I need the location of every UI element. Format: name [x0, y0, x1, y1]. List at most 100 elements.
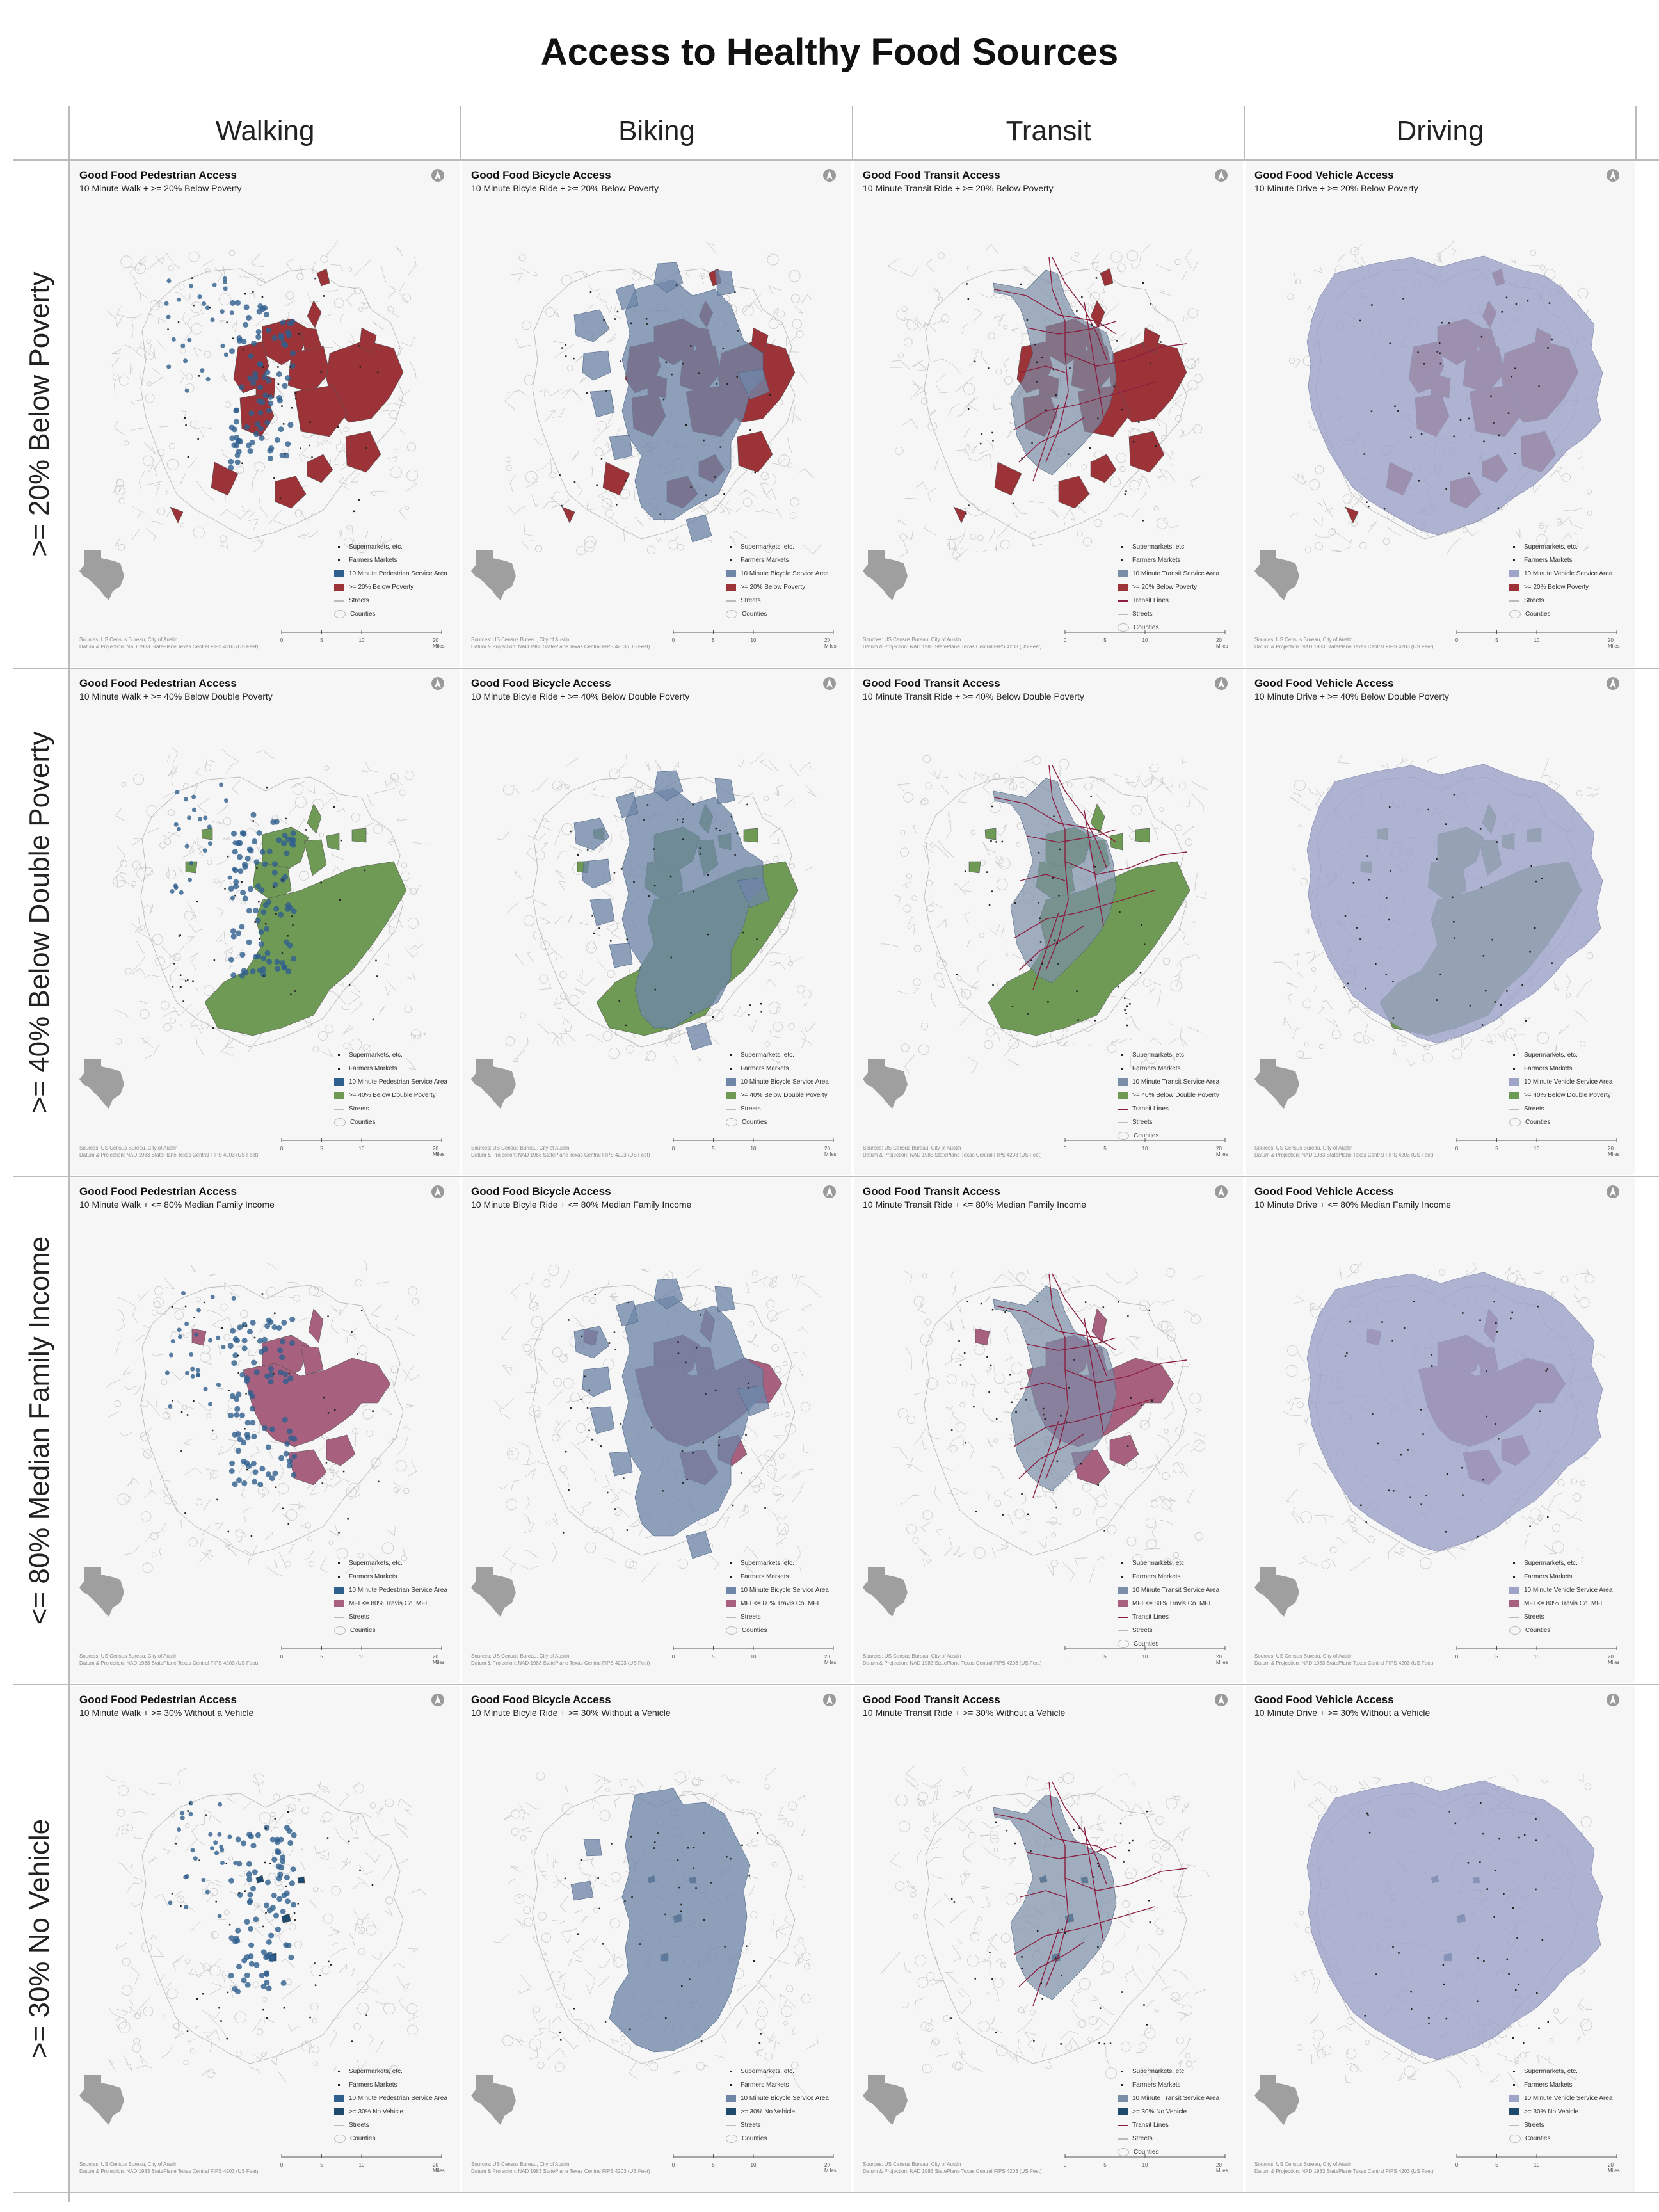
walk-service-area	[196, 1373, 201, 1378]
supermarket-marker	[1098, 1865, 1100, 1868]
north-arrow-icon	[431, 1185, 444, 1198]
supermarket-marker	[1459, 419, 1462, 421]
walk-service-area	[260, 1984, 267, 1989]
legend-swatch	[1118, 1132, 1129, 1140]
walk-service-area	[180, 343, 186, 348]
scale-bar	[1064, 1138, 1226, 1142]
walk-service-area	[246, 846, 253, 853]
legend-swatch	[334, 2095, 344, 2102]
legend-item: Supermarkets, etc.	[1118, 1557, 1220, 1570]
legend-item: Farmers Markets	[1118, 1062, 1220, 1075]
scale-tick-label: 20 Miles	[433, 2162, 445, 2174]
supermarket-marker	[598, 927, 600, 929]
walk-service-area	[266, 1317, 272, 1324]
supermarket-marker	[1490, 395, 1492, 397]
supermarket-marker	[193, 1400, 195, 1402]
walk-service-area	[242, 862, 248, 868]
demographic-area	[191, 1328, 207, 1346]
supermarket-marker	[309, 421, 311, 424]
legend-label: Counties	[1134, 2149, 1159, 2156]
panel-subtitle: 10 Minute Transit Ride + <= 80% Median F…	[863, 1199, 1087, 1210]
service-area-layer	[168, 1800, 297, 1995]
supermarket-marker	[1448, 322, 1450, 324]
supermarket-marker	[588, 1389, 590, 1391]
supermarket-marker	[1548, 302, 1551, 304]
walk-service-area	[191, 794, 196, 799]
map-panel: Good Food Bicycle Access 10 Minute Bicyle…	[462, 1686, 851, 2192]
supermarket-marker	[681, 1450, 684, 1452]
map-canvas	[1254, 169, 1619, 634]
supermarket-marker	[1392, 1017, 1395, 1019]
walk-service-area	[282, 1371, 289, 1377]
transit-line	[1018, 417, 1085, 463]
walk-service-area	[246, 939, 252, 945]
walk-service-area	[257, 1338, 263, 1344]
panel-subtitle: 10 Minute Drive + >= 40% Below Double Po…	[1254, 691, 1449, 701]
supermarket-marker	[1061, 1928, 1063, 1930]
legend-item: Counties	[726, 607, 828, 621]
walk-service-area	[233, 879, 239, 885]
column-header-biking: Biking	[618, 115, 695, 147]
supermarket-marker	[1030, 959, 1032, 961]
legend-label: 10 Minute Vehicle Service Area	[1524, 570, 1613, 577]
supermarket-marker	[1117, 986, 1119, 988]
panel-title: Good Food Transit Access	[863, 169, 1000, 181]
demographic-area	[975, 1328, 990, 1346]
panel-subtitle: 10 Minute Bicyle Ride + <= 80% Median Fa…	[471, 1199, 692, 1210]
walk-service-area	[277, 1347, 284, 1354]
walk-service-area	[278, 911, 284, 918]
walk-service-area	[210, 317, 215, 323]
supermarket-marker	[1482, 1832, 1484, 1835]
supermarket-marker	[607, 1491, 609, 1494]
supermarket-marker	[320, 881, 322, 884]
walk-service-area	[166, 364, 172, 369]
legend-item: Streets	[334, 1610, 437, 1624]
walk-service-area	[253, 859, 260, 865]
vehicle-service-area	[1306, 1272, 1603, 1552]
supermarket-marker	[703, 1832, 705, 1834]
panel-subtitle: 10 Minute Walk + >= 40% Below Double Pov…	[79, 691, 273, 701]
supermarket-marker	[196, 1998, 198, 2000]
bike-service-area	[589, 390, 615, 418]
column-header-driving: Driving	[1396, 115, 1484, 147]
supermarket-marker	[1410, 436, 1412, 438]
walk-service-area	[228, 1935, 235, 1941]
supermarket-marker	[564, 1877, 566, 1880]
walk-service-area	[244, 1972, 250, 1978]
supermarket-marker	[561, 504, 563, 507]
scale-tick-label: 5	[712, 2162, 715, 2168]
supermarket-marker	[690, 486, 692, 488]
walk-service-area	[262, 861, 268, 867]
walk-service-area	[276, 1896, 283, 1902]
supermarket-marker	[1498, 1438, 1500, 1440]
supermarket-marker	[1420, 1409, 1422, 1411]
supermarket-marker	[695, 1347, 698, 1349]
legend-item: Counties	[726, 1116, 828, 1129]
supermarket-marker	[1097, 1946, 1099, 1948]
supermarket-marker	[198, 1859, 200, 1861]
supermarket-marker	[648, 895, 650, 897]
legend-item: Counties	[726, 1624, 828, 1637]
supermarket-marker	[568, 1319, 570, 1321]
supermarket-marker	[1420, 433, 1423, 435]
demographic-area	[1142, 327, 1160, 354]
supermarket-marker	[1142, 282, 1144, 284]
walk-service-area	[229, 435, 236, 442]
walk-service-area	[244, 1375, 250, 1381]
walk-service-area	[241, 1840, 246, 1847]
legend-swatch	[1509, 1626, 1521, 1635]
walk-service-area	[230, 895, 235, 901]
supermarket-marker	[1407, 1449, 1409, 1451]
supermarket-marker	[1061, 1975, 1062, 1977]
supermarket-marker	[646, 323, 648, 325]
legend-label: Farmers Markets	[1524, 1065, 1573, 1072]
legend-label: Streets	[1524, 1614, 1544, 1621]
supermarket-marker	[749, 429, 751, 431]
walk-service-area	[260, 972, 267, 978]
supermarket-marker	[327, 1412, 330, 1414]
map-legend: Supermarkets, etc. Farmers Markets 10 Minu…	[1509, 1557, 1612, 1637]
legend-item: MFI <= 80% Travis Co. MFI	[1118, 1597, 1220, 1610]
scale-tick-label: 0	[1063, 1654, 1067, 1660]
legend-item: >= 40% Below Double Poverty	[334, 1089, 437, 1102]
supermarket-marker	[980, 1302, 982, 1305]
